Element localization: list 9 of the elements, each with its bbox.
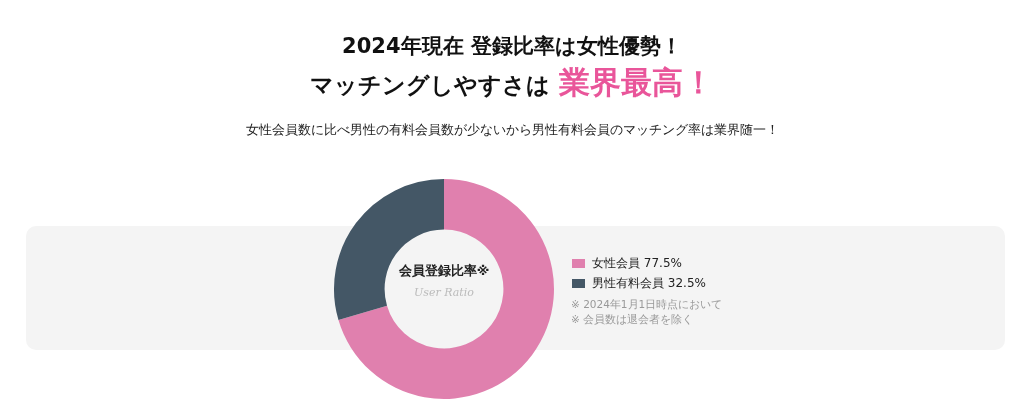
chart-subtitle: マッチングしやすさは 業界最高！: [310, 64, 714, 100]
text: ※ 会員数は退会者を除く: [571, 312, 695, 327]
text: 会員登録比率※: [397, 262, 491, 280]
legend-label: 男性有料会員 32.5%: [592, 274, 706, 292]
legend-label: 女性会員 77.5%: [592, 254, 682, 272]
text: User Ratio: [413, 286, 475, 299]
text: 女性会員数に比べ男性の有料会員数が少ないから男性有料会員のマッチング率は業界随一！: [244, 121, 780, 139]
text: ※ 2024年1月1日時点において: [571, 297, 723, 312]
chart-title: 2024年現在 登録比率は女性優勢！: [341, 33, 683, 60]
